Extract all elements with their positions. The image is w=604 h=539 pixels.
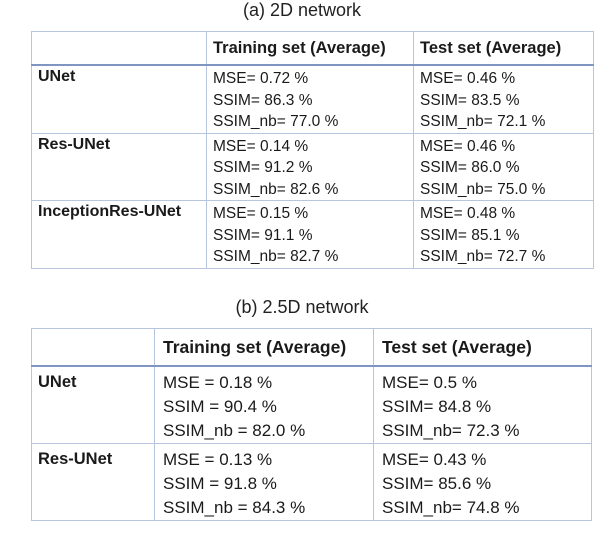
header-training: Training set (Average) xyxy=(206,31,414,66)
row-label: UNet xyxy=(31,64,207,134)
row-label: Res-UNet xyxy=(31,443,155,521)
metric-ssim-nb: SSIM_nb= 75.0 % xyxy=(420,180,546,198)
metric-ssim: SSIM= 85.1 % xyxy=(420,226,520,244)
metric-ssim-nb: SSIM_nb= 74.8 % xyxy=(382,498,520,517)
metric-ssim-nb: SSIM_nb= 72.1 % xyxy=(420,113,546,130)
test-cell: MSE= 0.43 % SSIM= 85.6 % SSIM_nb= 74.8 % xyxy=(373,443,592,521)
test-cell: MSE= 0.48 % SSIM= 85.1 % SSIM_nb= 72.7 % xyxy=(413,200,594,269)
metric-ssim-nb: SSIM_nb = 82.0 % xyxy=(163,421,306,440)
metric-ssim: SSIM = 90.4 % xyxy=(163,397,277,416)
metric-ssim: SSIM= 85.6 % xyxy=(382,474,492,493)
metric-ssim: SSIM= 91.1 % xyxy=(213,226,313,244)
test-cell: MSE= 0.5 % SSIM= 84.8 % SSIM_nb= 72.3 % xyxy=(373,365,592,444)
metric-ssim: SSIM= 84.8 % xyxy=(382,397,492,416)
metric-mse: MSE= 0.72 % xyxy=(213,70,309,87)
metric-mse: MSE= 0.48 % xyxy=(420,205,516,222)
test-cell: MSE= 0.46 % SSIM= 83.5 % SSIM_nb= 72.1 % xyxy=(413,64,594,134)
table-row: UNet MSE= 0.72 % SSIM= 86.3 % SSIM_nb= 7… xyxy=(31,64,594,134)
row-label: InceptionRes-UNet xyxy=(31,200,207,269)
metric-ssim-nb: SSIM_nb = 84.3 % xyxy=(163,498,306,517)
table-row: UNet MSE = 0.18 % SSIM = 90.4 % SSIM_nb … xyxy=(31,365,592,444)
table-row: InceptionRes-UNet MSE= 0.15 % SSIM= 91.1… xyxy=(31,200,594,269)
metric-mse: MSE= 0.14 % xyxy=(213,137,309,155)
training-cell: MSE= 0.72 % SSIM= 86.3 % SSIM_nb= 77.0 % xyxy=(206,64,414,134)
metric-ssim-nb: SSIM_nb= 82.6 % xyxy=(213,180,339,198)
metric-mse: MSE= 0.5 % xyxy=(382,373,477,392)
metric-ssim: SSIM= 86.3 % xyxy=(213,91,313,109)
training-cell: MSE = 0.13 % SSIM = 91.8 % SSIM_nb = 84.… xyxy=(154,443,374,521)
header-test: Test set (Average) xyxy=(373,328,592,367)
metric-ssim-nb: SSIM_nb= 77.0 % xyxy=(213,113,339,130)
header-test: Test set (Average) xyxy=(413,31,594,66)
table-header-row: Training set (Average) Test set (Average… xyxy=(31,31,594,66)
metric-ssim: SSIM= 91.2 % xyxy=(213,159,313,176)
training-cell: MSE = 0.18 % SSIM = 90.4 % SSIM_nb = 82.… xyxy=(154,365,374,444)
table-row: Res-UNet MSE= 0.14 % SSIM= 91.2 % SSIM_n… xyxy=(31,132,594,201)
header-training: Training set (Average) xyxy=(154,328,374,367)
metric-mse: MSE= 0.15 % xyxy=(213,205,309,222)
metric-ssim: SSIM= 83.5 % xyxy=(420,91,520,109)
header-empty xyxy=(31,328,155,367)
table-2-5d-network: Training set (Average) Test set (Average… xyxy=(31,328,592,521)
table-b-caption: (b) 2.5D network xyxy=(235,297,369,317)
metric-mse: MSE= 0.43 % xyxy=(382,450,487,469)
row-label: UNet xyxy=(31,365,155,444)
training-cell: MSE= 0.14 % SSIM= 91.2 % SSIM_nb= 82.6 % xyxy=(206,132,414,201)
metric-ssim: SSIM = 91.8 % xyxy=(163,474,277,493)
table-header-row: Training set (Average) Test set (Average… xyxy=(31,328,592,367)
metric-mse: MSE = 0.13 % xyxy=(163,450,273,469)
metric-ssim-nb: SSIM_nb= 72.7 % xyxy=(420,248,546,265)
row-label: Res-UNet xyxy=(31,132,207,201)
table-row: Res-UNet MSE = 0.13 % SSIM = 91.8 % SSIM… xyxy=(31,443,592,521)
metric-mse: MSE= 0.46 % xyxy=(420,70,516,87)
metric-ssim: SSIM= 86.0 % xyxy=(420,159,520,176)
metric-mse: MSE = 0.18 % xyxy=(163,373,273,392)
table-2d-network: Training set (Average) Test set (Average… xyxy=(31,31,594,269)
table-a-caption: (a) 2D network xyxy=(242,0,362,20)
header-empty xyxy=(31,31,207,66)
test-cell: MSE= 0.46 % SSIM= 86.0 % SSIM_nb= 75.0 % xyxy=(413,132,594,201)
metric-ssim-nb: SSIM_nb= 82.7 % xyxy=(213,248,339,265)
training-cell: MSE= 0.15 % SSIM= 91.1 % SSIM_nb= 82.7 % xyxy=(206,200,414,269)
metric-ssim-nb: SSIM_nb= 72.3 % xyxy=(382,421,520,440)
metric-mse: MSE= 0.46 % xyxy=(420,137,516,155)
